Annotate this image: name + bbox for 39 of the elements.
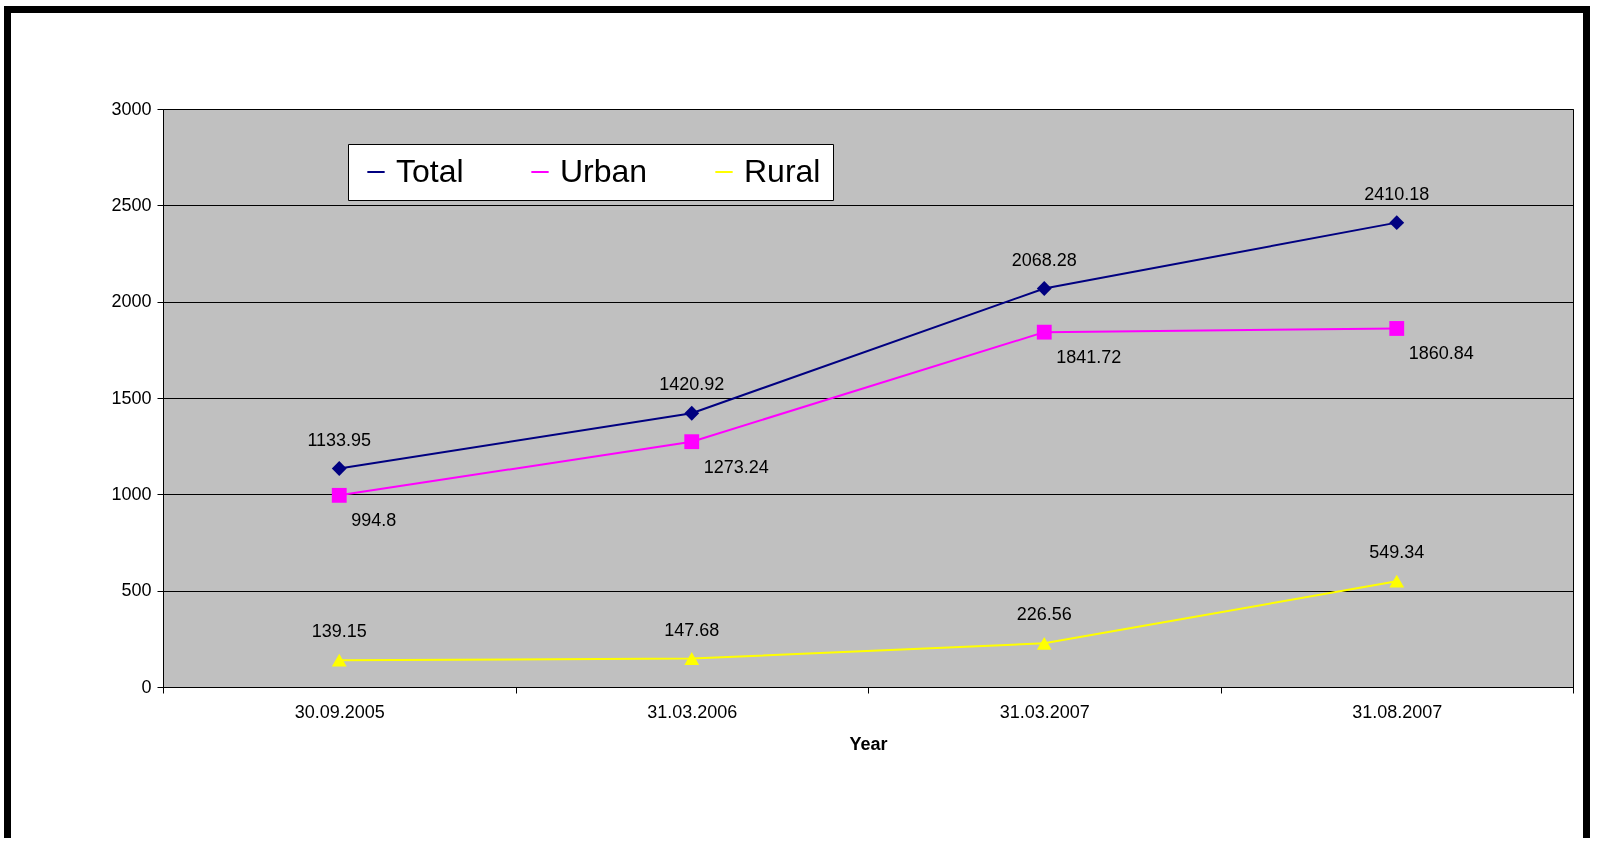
point [1036, 281, 1052, 296]
point [1036, 636, 1052, 650]
y-tick-label: 0 [141, 676, 152, 697]
data-label: 1420.92 [659, 374, 725, 395]
x-tick-label: 31.03.2007 [999, 701, 1090, 722]
legend-label: Rural [744, 153, 821, 189]
point [1036, 324, 1052, 340]
legend-label: Urban [560, 153, 648, 189]
x-tick-label: 31.08.2007 [1352, 701, 1443, 722]
data-label: 2068.28 [1011, 249, 1077, 270]
x-tick-label: 31.03.2006 [647, 701, 738, 722]
data-label: 226.56 [1016, 604, 1072, 625]
point [684, 405, 700, 421]
point [331, 653, 347, 667]
data-label: 1860.84 [1408, 343, 1474, 364]
point [684, 652, 700, 665]
x-axis-title: Year [849, 733, 888, 754]
x-tick-label: 30.09.2005 [294, 701, 385, 722]
data-label: 994.8 [351, 510, 397, 531]
data-label: 1133.95 [307, 429, 372, 450]
y-tick-label: 3000 [111, 98, 152, 119]
y-tick-label: 500 [121, 580, 152, 601]
point [331, 461, 347, 476]
point [331, 487, 347, 503]
y-tick-label: 1500 [111, 387, 152, 408]
data-label: 147.68 [664, 619, 720, 640]
data-label: 2410.18 [1364, 183, 1430, 204]
point [1389, 574, 1405, 588]
data-label: 549.34 [1369, 542, 1425, 563]
point [1389, 215, 1405, 231]
data-label: 1841.72 [1056, 347, 1122, 368]
point [1389, 321, 1405, 336]
point [684, 434, 700, 450]
y-tick-label: 1000 [111, 483, 152, 504]
y-tick-label: 2000 [111, 291, 152, 312]
legend-label: Total [396, 153, 464, 189]
data-label: 139.15 [311, 621, 367, 642]
data-label: 1273.24 [703, 456, 769, 477]
y-tick-label: 2500 [111, 194, 152, 215]
